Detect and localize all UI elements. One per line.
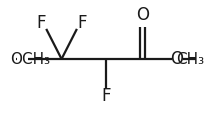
Text: F: F (36, 14, 46, 32)
Text: CH₃: CH₃ (176, 51, 204, 67)
Text: O: O (136, 6, 149, 24)
Text: F: F (101, 87, 111, 105)
Text: O: O (171, 50, 184, 68)
Text: F: F (77, 14, 87, 32)
Text: OCH₃: OCH₃ (10, 51, 50, 67)
